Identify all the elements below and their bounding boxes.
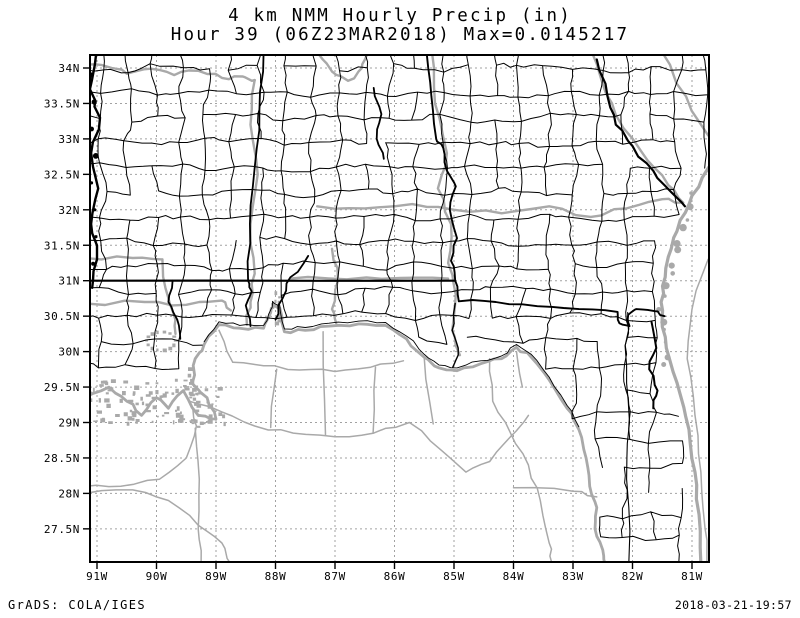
graticule-gridlines [90, 55, 709, 562]
lat-tick-label: 29.5N [44, 381, 80, 394]
plot-title-line1: 4 km NMM Hourly Precip (in) [228, 6, 572, 26]
lon-tick-label: 82W [622, 570, 644, 583]
lowres-boundaries [90, 55, 709, 357]
offshore-zone-lines [90, 258, 709, 562]
grads-credit-text: GrADS: COLA/IGES [8, 598, 146, 612]
plot-frame [89, 54, 710, 563]
lat-tick-label: 32N [58, 204, 80, 217]
lat-tick-label: 28.5N [44, 452, 80, 465]
map-layers [90, 55, 709, 562]
lat-tick-label: 31.5N [44, 239, 80, 252]
marsh-fill [90, 291, 283, 428]
lon-tick-label: 90W [146, 570, 168, 583]
lon-tick-label: 86W [384, 570, 406, 583]
lat-tick-label: 33N [58, 133, 80, 146]
lon-tick-label: 88W [265, 570, 287, 583]
lat-tick-label: 34N [58, 62, 80, 75]
axis-ticks-and-labels: 34N 33.5N 33N 32.5N 32N 31.5N 31N 30.5N 30N 29.5N… [44, 62, 703, 583]
lat-tick-label: 29N [58, 417, 80, 430]
lat-tick-label: 31N [58, 275, 80, 288]
lat-tick-label: 28N [58, 487, 80, 500]
lat-tick-label: 33.5N [44, 97, 80, 110]
lon-tick-label: 89W [205, 570, 227, 583]
marsh-speckles [90, 291, 283, 428]
lon-tick-label: 85W [443, 570, 465, 583]
lat-tick-label: 30N [58, 346, 80, 359]
lon-tick-label: 83W [562, 570, 584, 583]
county-boundaries [90, 55, 709, 562]
lon-tick-label: 81W [681, 570, 703, 583]
state-boundaries [90, 55, 666, 428]
lon-tick-label: 87W [324, 570, 346, 583]
lat-tick-label: 30.5N [44, 310, 80, 323]
lon-tick-label: 84W [503, 570, 525, 583]
plot-title-line2: Hour 39 (06Z23MAR2018) Max=0.0145217 [171, 25, 630, 45]
rivers [90, 55, 686, 562]
lat-tick-label: 27.5N [44, 523, 80, 536]
timestamp-text: 2018-03-21-19:57 [675, 598, 792, 612]
map-area: 34N 33.5N 33N 32.5N 32N 31.5N 31N 30.5N 30N 29.5N… [44, 54, 710, 583]
lon-tick-label: 91W [86, 570, 108, 583]
lat-tick-label: 32.5N [44, 168, 80, 181]
